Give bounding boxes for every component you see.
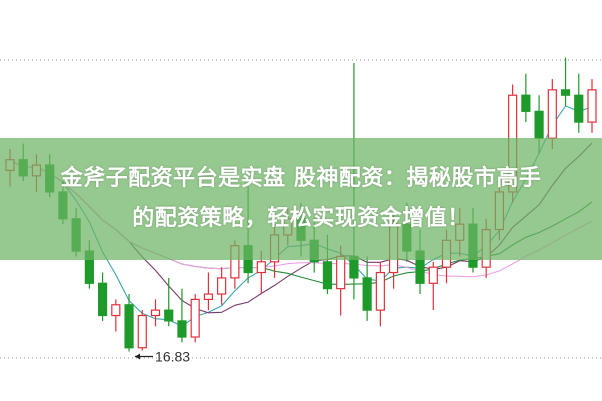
candle: [428, 261, 438, 311]
candle-body-up: [375, 271, 385, 311]
candle: [203, 272, 214, 311]
candle-body-down: [521, 94, 531, 112]
candle-body-up: [137, 314, 147, 349]
candle: [362, 256, 372, 321]
candle: [190, 294, 200, 343]
candle: [97, 272, 108, 321]
candle-body-down: [322, 261, 333, 290]
title-overlay-banner: 金斧子配资平台是实盘 股神配资：揭秘股市高手 的配资策略，轻松实现资金增值！: [0, 138, 602, 260]
candle: [137, 310, 147, 351]
arrow-head: [135, 353, 141, 360]
candle-body-up: [190, 298, 200, 338]
low-marker: 16.83: [135, 349, 190, 365]
candle-body-up: [217, 277, 227, 295]
candle: [587, 79, 597, 133]
candle-body-up: [150, 309, 161, 317]
candle: [560, 57, 571, 106]
candle-body-up: [547, 89, 557, 139]
overlay-title-line-2: 的配资策略，轻松实现资金增值！: [132, 206, 470, 231]
candle: [124, 294, 134, 352]
candle-body-up: [587, 89, 597, 123]
candle-body-up: [203, 293, 214, 301]
candle: [375, 261, 385, 327]
candle: [150, 299, 161, 327]
candle: [177, 288, 187, 343]
low-price-label: 16.83: [155, 349, 190, 365]
overlay-title-line-1: 金斧子配资平台是实盘 股神配资：揭秘股市高手: [60, 166, 542, 191]
candle-body-up: [111, 304, 121, 317]
candle-body-down: [124, 304, 134, 349]
candle-body-down: [560, 89, 571, 96]
candle: [111, 299, 121, 332]
candle-body-down: [97, 282, 108, 317]
candle: [521, 73, 531, 123]
candle: [574, 73, 584, 133]
candle-body-down: [534, 110, 544, 139]
candle-body-up: [336, 255, 346, 290]
candle-body-up: [428, 266, 438, 284]
candle-body-down: [177, 320, 187, 338]
candle: [217, 267, 227, 305]
candle-body-down: [164, 309, 174, 322]
candle-body-down: [362, 277, 372, 311]
candle-body-down: [574, 94, 584, 123]
candle-body-up: [256, 261, 266, 274]
candle: [164, 277, 174, 327]
